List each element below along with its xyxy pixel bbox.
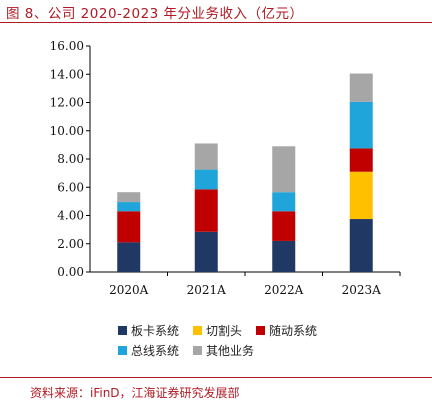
y-tick-label: 16.00: [50, 39, 84, 53]
legend-item: 总线系统: [118, 342, 179, 359]
legend-label: 切割头: [206, 323, 243, 338]
legend-item: 其他业务: [193, 342, 254, 359]
legend-row: 总线系统 其他业务: [118, 340, 378, 360]
y-tick-label: 10.00: [50, 124, 84, 138]
bar-segment: [117, 211, 141, 243]
bar-segment: [349, 73, 373, 102]
source-note: 资料来源：iFinD，江海证券研究发展部: [30, 386, 240, 400]
bar-segment: [194, 231, 218, 272]
y-tick-label: 2.00: [57, 237, 84, 251]
title-rule: [0, 22, 432, 23]
source-rule: [0, 377, 432, 378]
y-tick-label: 12.00: [50, 96, 84, 110]
bar-segment: [272, 240, 296, 272]
chart-legend: 板卡系统 切割头 随动系统总线系统 其他业务: [118, 320, 378, 360]
legend-swatch: [193, 325, 203, 335]
legend-label: 其他业务: [206, 343, 255, 358]
legend-swatch: [193, 345, 203, 355]
figure-title: 图 8、公司 2020-2023 年分业务收入（亿元）: [6, 6, 304, 22]
x-tick-label: 2022A: [264, 283, 304, 297]
legend-item: 板卡系统: [118, 322, 179, 339]
x-tick-label: 2020A: [109, 283, 149, 297]
legend-swatch: [256, 325, 266, 335]
bar-segment: [349, 101, 373, 149]
legend-swatch: [118, 345, 127, 355]
bar-segment: [194, 189, 218, 232]
legend-row: 板卡系统 切割头 随动系统: [118, 320, 378, 340]
legend-label: 板卡系统: [131, 323, 180, 338]
bar-segment: [272, 192, 296, 212]
bar-segment: [272, 146, 296, 193]
y-tick-label: 8.00: [57, 152, 84, 166]
bar-segment: [117, 242, 141, 272]
bar-segment: [349, 148, 373, 172]
bar-segment: [117, 202, 141, 212]
stacked-bar-chart: 0.00 2.00 4.00 6.00 8.00 10.00 12.00 14.00 16.00…: [50, 39, 401, 297]
y-tick-label: 6.00: [57, 180, 84, 194]
bar-segment: [194, 169, 218, 190]
legend-item: 随动系统: [256, 322, 317, 339]
bar-segment: [349, 171, 373, 220]
bar-segment: [194, 143, 218, 170]
bar-segment: [117, 192, 141, 203]
x-tick-label: 2021A: [187, 283, 227, 297]
bar-segment: [349, 219, 373, 272]
legend-item: 切割头: [193, 322, 242, 339]
y-tick-label: 14.00: [50, 67, 84, 81]
legend-label: 随动系统: [269, 323, 318, 338]
y-tick-label: 0.00: [57, 265, 84, 279]
x-tick-label: 2023A: [342, 283, 382, 297]
bar-segment: [272, 211, 296, 241]
legend-label: 总线系统: [131, 343, 180, 358]
legend-swatch: [118, 325, 127, 335]
y-tick-label: 4.00: [57, 209, 84, 223]
